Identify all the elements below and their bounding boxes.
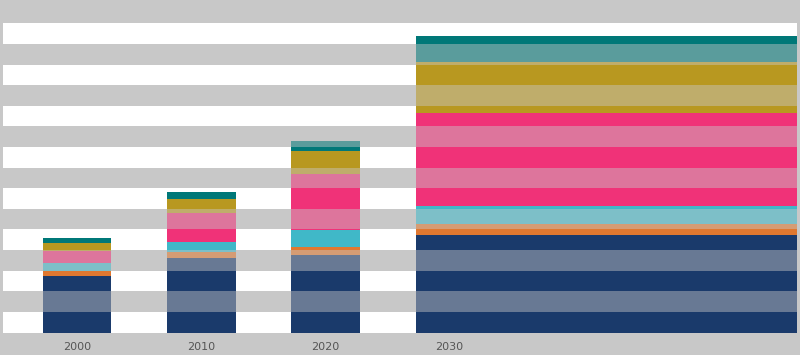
Bar <box>2 209 798 229</box>
Bar <box>167 252 235 258</box>
Bar <box>484 235 798 333</box>
Bar <box>415 224 484 235</box>
Bar <box>415 61 484 113</box>
Bar <box>291 255 360 333</box>
Bar <box>43 44 484 65</box>
Bar <box>484 291 798 312</box>
Bar <box>43 168 484 188</box>
Bar <box>2 250 798 271</box>
Bar <box>291 247 360 255</box>
Bar <box>291 141 360 151</box>
Bar <box>43 251 111 263</box>
Bar <box>2 126 798 147</box>
Bar <box>2 271 798 291</box>
Bar <box>2 106 798 126</box>
Bar <box>2 147 798 168</box>
Bar <box>43 291 484 312</box>
Bar <box>43 250 484 271</box>
Bar <box>291 230 360 247</box>
Bar <box>43 3 484 23</box>
Bar <box>484 3 798 23</box>
Bar <box>167 192 235 198</box>
Bar <box>484 36 798 61</box>
Bar <box>415 206 484 224</box>
Bar <box>2 44 798 65</box>
Bar <box>2 229 798 250</box>
Bar <box>484 126 798 147</box>
Bar <box>167 242 235 252</box>
Bar <box>2 23 798 44</box>
Bar <box>43 209 484 229</box>
Bar <box>484 209 798 229</box>
Bar <box>484 44 798 65</box>
Bar <box>2 291 798 312</box>
Bar <box>291 174 360 230</box>
Bar <box>2 85 798 106</box>
Bar <box>43 238 111 243</box>
Bar <box>2 3 798 23</box>
Bar <box>415 36 484 61</box>
Bar <box>167 213 235 242</box>
Bar <box>2 188 798 209</box>
Bar <box>43 271 111 276</box>
Bar <box>167 198 235 213</box>
Bar <box>484 113 798 206</box>
Bar <box>43 85 484 106</box>
Bar <box>2 65 798 85</box>
Bar <box>291 151 360 174</box>
Bar <box>415 113 484 206</box>
Bar <box>167 258 235 333</box>
Bar <box>484 85 798 106</box>
Bar <box>2 0 798 3</box>
Bar <box>43 276 111 333</box>
Bar <box>43 126 484 147</box>
Bar <box>484 168 798 188</box>
Bar <box>43 263 111 271</box>
Bar <box>415 235 484 333</box>
Bar <box>2 312 798 333</box>
Bar <box>484 61 798 113</box>
Bar <box>2 168 798 188</box>
Bar <box>484 206 798 224</box>
Bar <box>43 243 111 251</box>
Bar <box>484 224 798 235</box>
Bar <box>484 250 798 271</box>
